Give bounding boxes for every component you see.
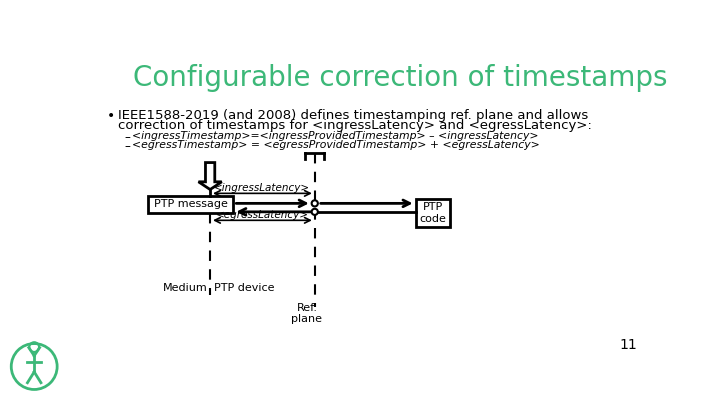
Text: –: – bbox=[124, 140, 130, 153]
Text: <ingressTimestamp>=<ingressProvidedTimestamp> – <ingressLatency>: <ingressTimestamp>=<ingressProvidedTimes… bbox=[132, 131, 539, 141]
Text: correction of timestamps for <ingressLatency> and <egressLatency>:: correction of timestamps for <ingressLat… bbox=[118, 119, 592, 132]
Polygon shape bbox=[199, 162, 222, 190]
Text: PTP message: PTP message bbox=[154, 199, 228, 209]
Text: Configurable correction of timestamps: Configurable correction of timestamps bbox=[132, 64, 667, 92]
Circle shape bbox=[312, 209, 318, 215]
Bar bbox=[148, 196, 233, 213]
Text: Medium: Medium bbox=[163, 284, 208, 294]
Text: <egressTimestamp> = <egressProvidedTimestamp> + <egressLatency>: <egressTimestamp> = <egressProvidedTimes… bbox=[132, 140, 539, 150]
Text: –: – bbox=[124, 131, 130, 144]
Text: Ref.
plane: Ref. plane bbox=[292, 303, 323, 324]
Text: <egressLatency>: <egressLatency> bbox=[216, 209, 309, 220]
Text: •: • bbox=[107, 109, 115, 123]
Text: IEEE1588-2019 (and 2008) defines timestamping ref. plane and allows: IEEE1588-2019 (and 2008) defines timesta… bbox=[118, 109, 588, 122]
Text: PTP
code: PTP code bbox=[420, 202, 446, 224]
Text: PTP device: PTP device bbox=[214, 284, 274, 294]
Circle shape bbox=[312, 200, 318, 207]
Text: 11: 11 bbox=[619, 338, 637, 352]
Text: <ingressLatency>: <ingressLatency> bbox=[215, 183, 310, 193]
Bar bbox=[415, 199, 451, 227]
